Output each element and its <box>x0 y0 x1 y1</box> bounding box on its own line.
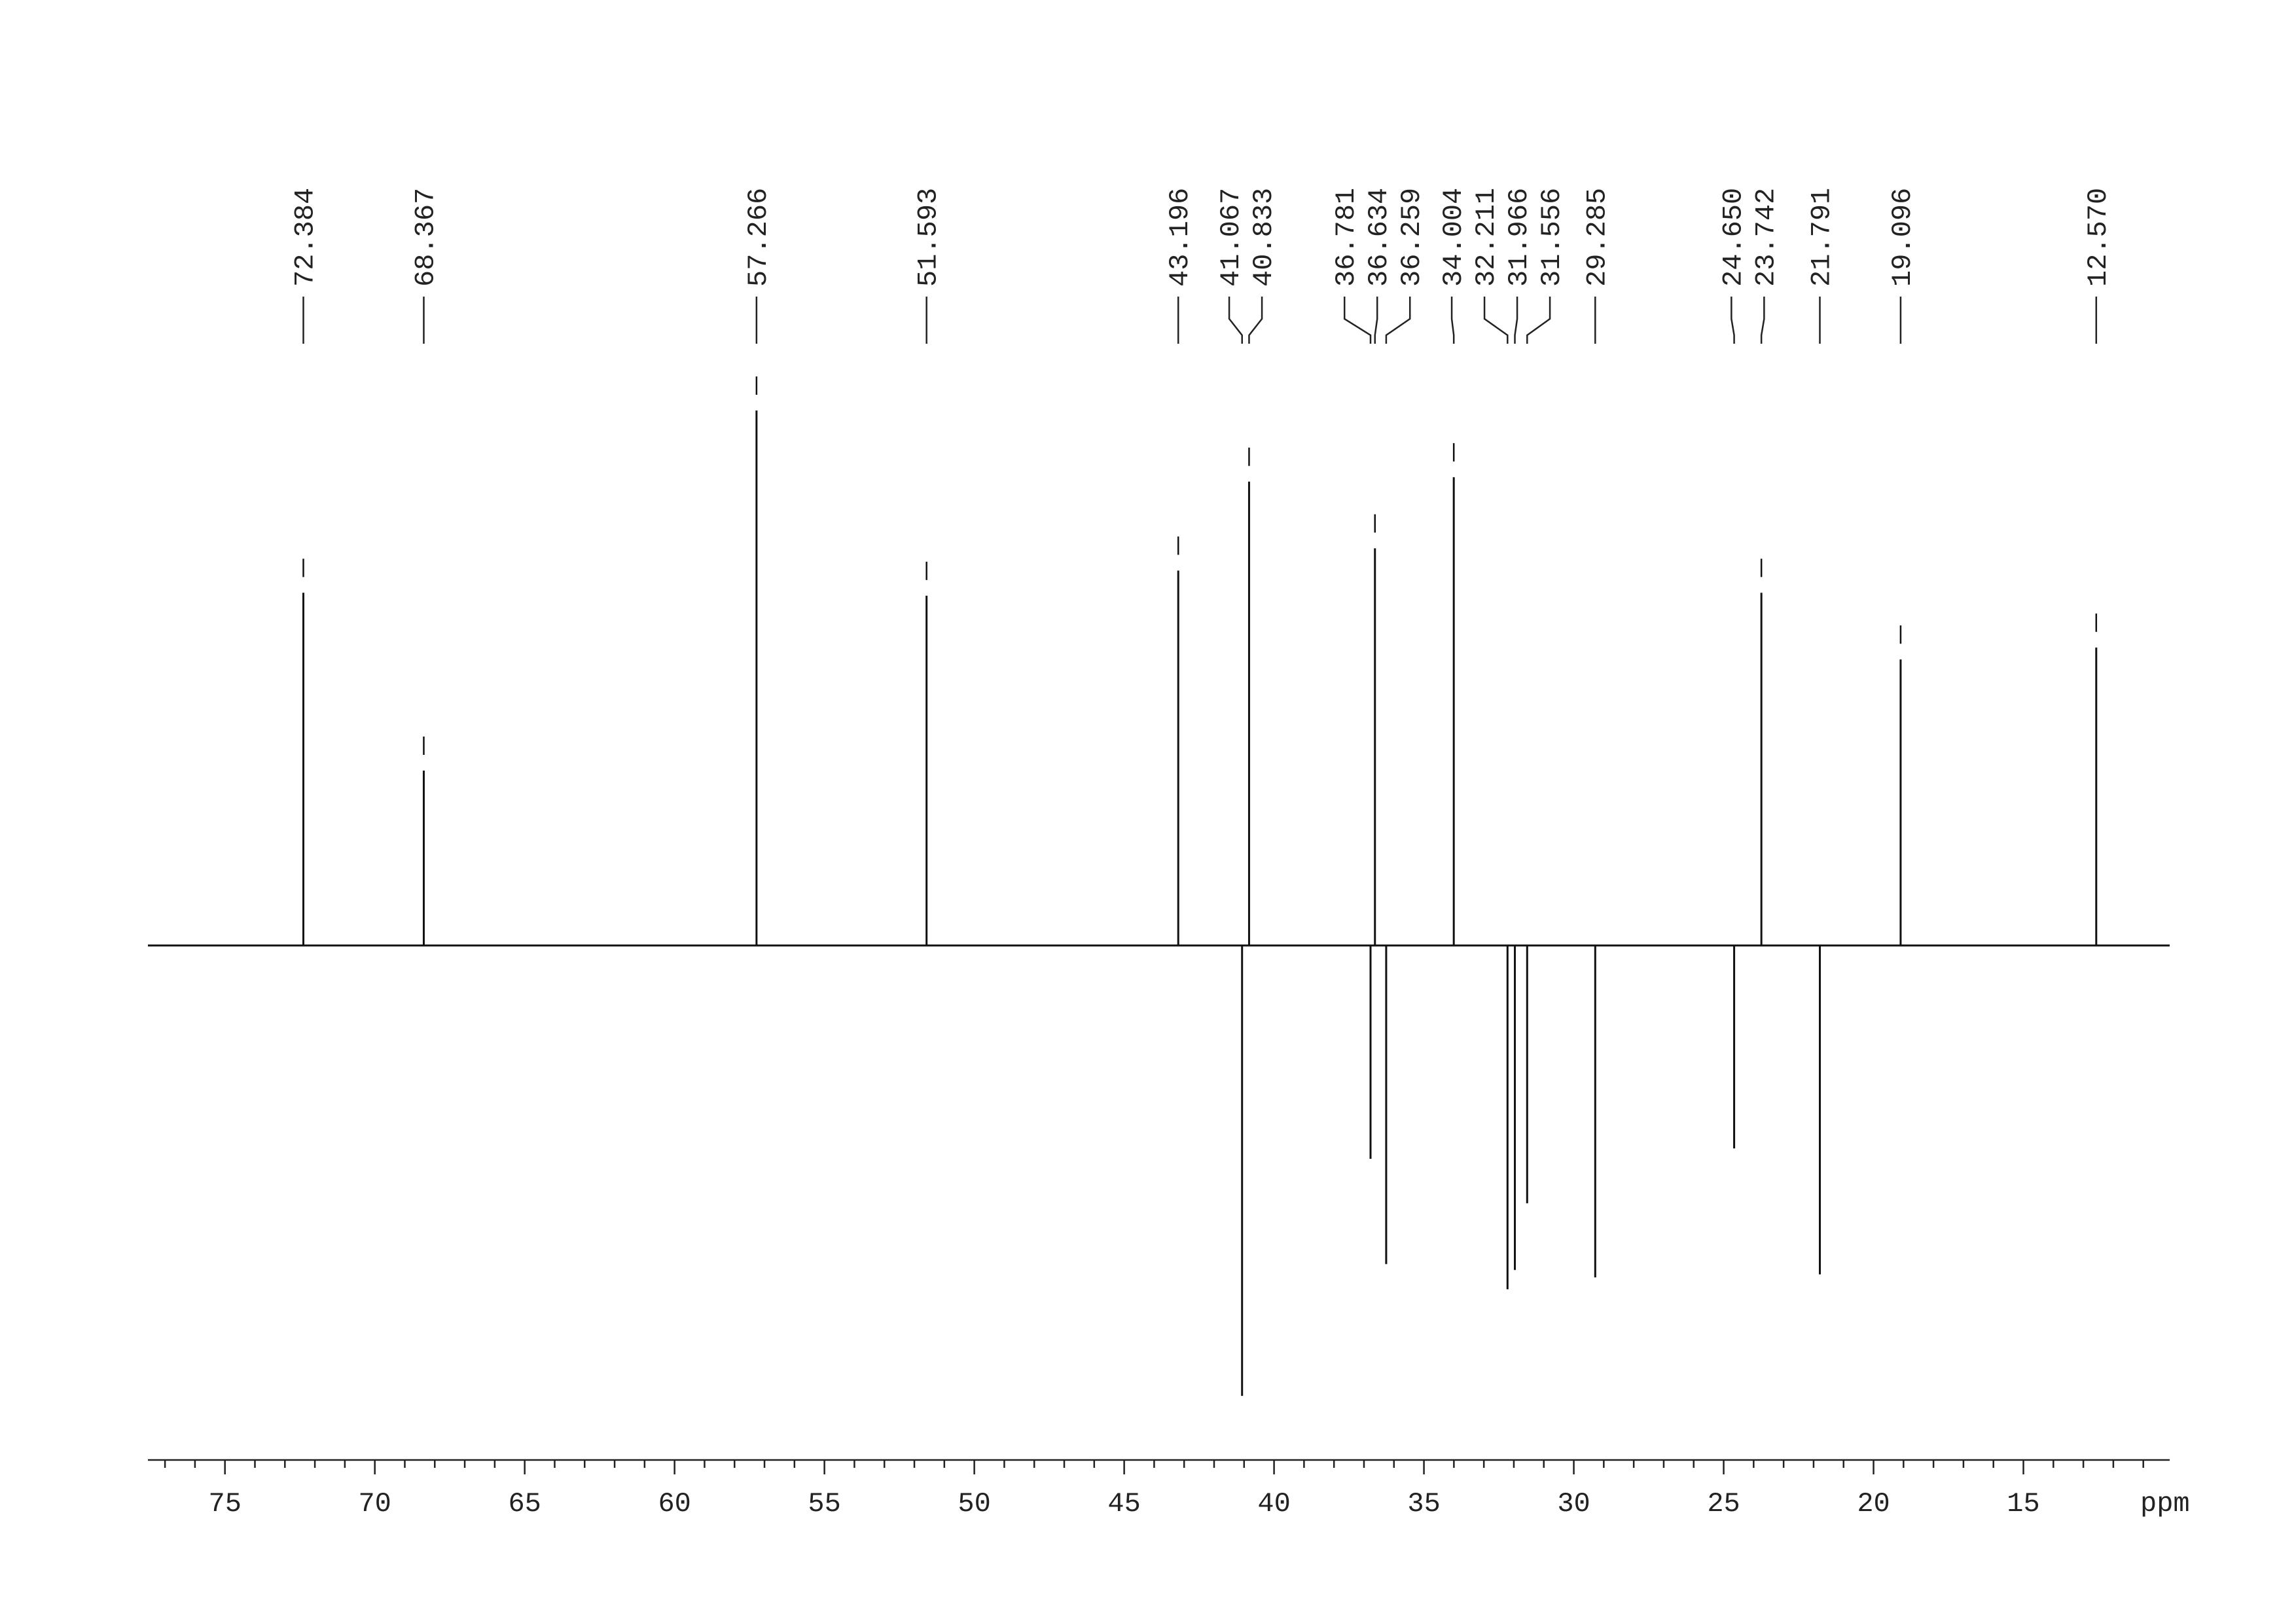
x-tick-label: 70 <box>358 1488 391 1520</box>
label-leader <box>1450 297 1455 344</box>
label-leader <box>1374 297 1378 344</box>
label-leader <box>1514 297 1518 344</box>
peak-label: 31.966 <box>1503 188 1535 287</box>
x-tick-label: 65 <box>508 1488 541 1520</box>
x-tick-label: 35 <box>1407 1488 1440 1520</box>
x-tick-label: 30 <box>1557 1488 1590 1520</box>
x-tick-label: 40 <box>1257 1488 1290 1520</box>
peak-label: 24.650 <box>1717 188 1749 287</box>
x-tick-label: 75 <box>208 1488 241 1520</box>
x-tick-label: 25 <box>1707 1488 1740 1520</box>
label-leader <box>1760 297 1765 344</box>
peak-label: 36.781 <box>1331 188 1362 287</box>
peak-label: 40.833 <box>1248 188 1280 287</box>
peak-label: 32.211 <box>1471 188 1502 287</box>
peak-label: 43.196 <box>1164 188 1196 287</box>
label-leader <box>1343 297 1372 344</box>
peak-label: 23.742 <box>1750 188 1782 287</box>
peak-label: 68.367 <box>410 188 441 287</box>
label-leader <box>1248 297 1263 344</box>
label-leader <box>1483 297 1509 344</box>
label-leader <box>1228 297 1243 344</box>
peak-label: 21.791 <box>1806 188 1838 287</box>
x-tick-label: 45 <box>1107 1488 1140 1520</box>
x-tick-label: 60 <box>658 1488 691 1520</box>
label-leader <box>1385 297 1411 344</box>
peak-label: 36.259 <box>1396 188 1427 287</box>
peak-label: 19.096 <box>1887 188 1918 287</box>
x-tick-label: 15 <box>2007 1488 2039 1520</box>
peak-label: 72.384 <box>290 188 321 287</box>
peak-label: 57.266 <box>743 188 774 287</box>
label-leader <box>1731 297 1735 344</box>
peak-label: 12.570 <box>2083 188 2114 287</box>
x-axis-label: ppm <box>2140 1488 2190 1520</box>
peak-label: 41.067 <box>1215 188 1247 287</box>
peak-label: 36.634 <box>1363 188 1395 287</box>
peak-label: 34.004 <box>1438 188 1469 287</box>
peak-label: 31.556 <box>1536 188 1568 287</box>
x-tick-label: 20 <box>1857 1488 1890 1520</box>
peak-label: 51.593 <box>913 188 944 287</box>
x-tick-label: 50 <box>958 1488 990 1520</box>
x-tick-label: 55 <box>808 1488 840 1520</box>
label-leader <box>1526 297 1551 344</box>
peak-label: 29.285 <box>1581 188 1613 287</box>
